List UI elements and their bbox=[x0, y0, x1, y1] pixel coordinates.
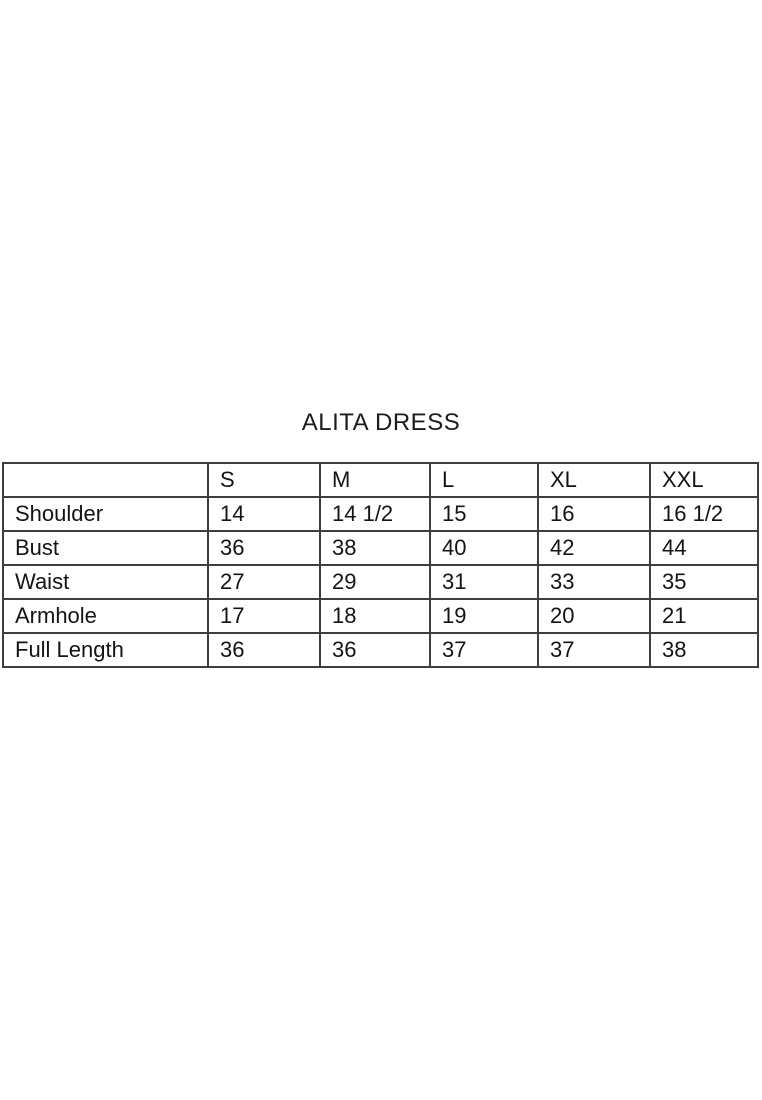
size-header-row: S M L XL XXL bbox=[2, 462, 759, 498]
measurement-value: 14 1/2 bbox=[319, 496, 431, 532]
measurement-value: 27 bbox=[207, 564, 321, 600]
measurement-label: Full Length bbox=[2, 632, 209, 668]
table-row: Shoulder 14 14 1/2 15 16 16 1/2 bbox=[2, 496, 759, 532]
measurement-value: 36 bbox=[207, 530, 321, 566]
measurement-value: 37 bbox=[537, 632, 651, 668]
size-col-header-s: S bbox=[207, 462, 321, 498]
measurement-label: Shoulder bbox=[2, 496, 209, 532]
measurement-value: 21 bbox=[649, 598, 759, 634]
measurement-value: 16 1/2 bbox=[649, 496, 759, 532]
measurement-value: 16 bbox=[537, 496, 651, 532]
measurement-value: 20 bbox=[537, 598, 651, 634]
table-row: Armhole 17 18 19 20 21 bbox=[2, 598, 759, 634]
measurement-value: 19 bbox=[429, 598, 539, 634]
size-col-header-xl: XL bbox=[537, 462, 651, 498]
measurement-label: Armhole bbox=[2, 598, 209, 634]
measurement-value: 37 bbox=[429, 632, 539, 668]
size-chart-table: S M L XL XXL Shoulder 14 14 1/2 15 16 16 1/2 Bust 3… bbox=[2, 462, 759, 668]
measurement-value: 42 bbox=[537, 530, 651, 566]
size-col-header-m: M bbox=[319, 462, 431, 498]
measurement-value: 17 bbox=[207, 598, 321, 634]
measurement-label: Bust bbox=[2, 530, 209, 566]
measurement-value: 36 bbox=[319, 632, 431, 668]
measurement-label-header bbox=[2, 462, 209, 498]
measurement-value: 29 bbox=[319, 564, 431, 600]
measurement-value: 31 bbox=[429, 564, 539, 600]
measurement-value: 44 bbox=[649, 530, 759, 566]
table-row: Full Length 36 36 37 37 38 bbox=[2, 632, 759, 668]
measurement-value: 38 bbox=[319, 530, 431, 566]
page-title: ALITA DRESS bbox=[301, 409, 461, 436]
table-row: Bust 36 38 40 42 44 bbox=[2, 530, 759, 566]
measurement-value: 18 bbox=[319, 598, 431, 634]
measurement-value: 33 bbox=[537, 564, 651, 600]
measurement-value: 40 bbox=[429, 530, 539, 566]
size-col-header-xxl: XXL bbox=[649, 462, 759, 498]
measurement-value: 36 bbox=[207, 632, 321, 668]
measurement-value: 38 bbox=[649, 632, 759, 668]
size-col-header-l: L bbox=[429, 462, 539, 498]
measurement-value: 15 bbox=[429, 496, 539, 532]
measurement-value: 14 bbox=[207, 496, 321, 532]
measurement-label: Waist bbox=[2, 564, 209, 600]
table-row: Waist 27 29 31 33 35 bbox=[2, 564, 759, 600]
measurement-value: 35 bbox=[649, 564, 759, 600]
size-table-body: Shoulder 14 14 1/2 15 16 16 1/2 Bust 36 38 40 42 44… bbox=[2, 496, 759, 668]
